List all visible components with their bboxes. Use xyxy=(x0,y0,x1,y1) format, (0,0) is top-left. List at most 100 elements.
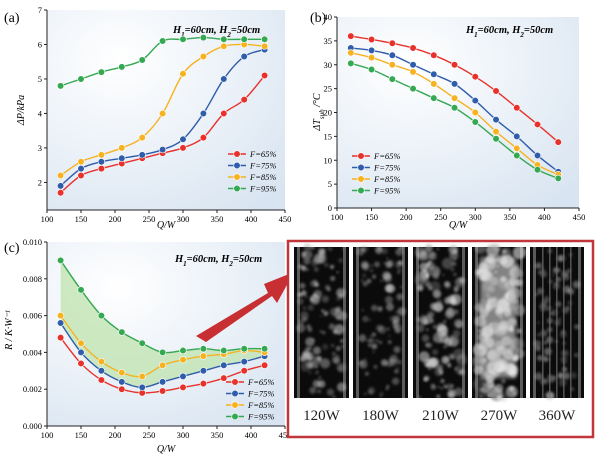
bubble xyxy=(397,267,402,272)
bubble xyxy=(454,258,456,261)
panel-c-ylabel: R / K·W⁻¹ xyxy=(4,310,15,351)
data-point-red xyxy=(179,383,187,391)
bubble xyxy=(442,273,445,277)
wall-stripe xyxy=(549,247,551,398)
data-point-green xyxy=(261,35,269,43)
bubble xyxy=(424,244,433,253)
y-tick-label: 10 xyxy=(324,155,333,165)
bubble xyxy=(302,306,307,310)
data-point-red xyxy=(77,171,85,180)
bubble xyxy=(574,352,579,358)
bubble xyxy=(458,277,465,284)
bubble xyxy=(371,343,378,350)
legend-label: F=65% xyxy=(247,377,275,387)
data-point-red xyxy=(159,387,167,395)
bubble xyxy=(310,258,319,267)
bubble xyxy=(559,378,567,387)
y-tick-label: 0.002 xyxy=(23,384,42,394)
data-point-yellow xyxy=(199,52,207,61)
panel-b-label: (b) xyxy=(310,11,327,26)
bubble xyxy=(540,329,548,337)
bubble xyxy=(370,264,373,268)
photo-label: 120W xyxy=(303,408,341,424)
panel-c-xlabel: Q/W xyxy=(157,444,177,455)
photo-strip: 120W 180W 210W 270W 360W xyxy=(286,239,595,439)
bubble xyxy=(418,351,430,363)
data-point-blue xyxy=(56,182,65,190)
bubble xyxy=(312,379,321,388)
legend-swatch-marker xyxy=(233,161,241,170)
panel-b: (b) H1=60cm, H2=50cm Q/W ΔTsub /°C 100 15… xyxy=(310,11,585,231)
bubble xyxy=(332,395,336,399)
data-point-red xyxy=(471,73,479,81)
bubble xyxy=(396,359,402,365)
data-point-yellow xyxy=(388,61,396,69)
bubble xyxy=(323,310,329,316)
bubble xyxy=(332,355,340,364)
bubble xyxy=(415,271,426,282)
panel-a-ylabel: ΔP/kPa xyxy=(16,95,27,126)
x-tick-label: 400 xyxy=(538,212,551,222)
bubble xyxy=(443,384,448,389)
bubble xyxy=(368,389,374,395)
bubble xyxy=(417,284,424,292)
data-point-blue xyxy=(118,378,126,386)
data-point-yellow xyxy=(261,42,269,50)
data-point-blue xyxy=(240,358,248,366)
bubble xyxy=(332,329,338,334)
legend-swatch-marker xyxy=(231,412,239,421)
bubble xyxy=(366,339,370,343)
legend-label: F=75% xyxy=(247,389,275,399)
bubble xyxy=(534,372,543,381)
bubble xyxy=(319,330,323,334)
y-tick-label: 0.008 xyxy=(23,274,42,284)
data-point-red xyxy=(388,39,396,47)
flow-photo-210W xyxy=(413,244,468,400)
data-point-green xyxy=(56,256,65,265)
bubble xyxy=(393,321,397,325)
bubble xyxy=(361,309,364,312)
bubble xyxy=(428,251,437,261)
tube-wall-left xyxy=(356,247,359,398)
bubble xyxy=(330,276,336,281)
bubble xyxy=(313,289,323,299)
data-point-green xyxy=(471,118,479,126)
bubble xyxy=(303,243,311,251)
y-tick-label: 0.000 xyxy=(23,421,42,431)
data-point-yellow xyxy=(138,372,146,380)
bubble xyxy=(499,393,508,402)
data-point-blue xyxy=(367,46,376,55)
bubble xyxy=(430,302,438,311)
data-point-green xyxy=(56,82,65,90)
bubble xyxy=(388,334,391,338)
panel-a: (a) H1=60cm, H2=50cm Q/W ΔP/kPa 100 150 20… xyxy=(4,5,291,231)
data-point-yellow xyxy=(367,53,376,62)
bubble xyxy=(360,279,364,282)
bubble xyxy=(364,392,367,396)
bubble xyxy=(443,320,447,324)
bubble xyxy=(434,366,444,377)
bubble xyxy=(325,285,330,290)
data-point-yellow xyxy=(409,68,417,76)
photo-label: 270W xyxy=(481,408,519,424)
data-point-green xyxy=(138,56,146,64)
y-tick-label: 0.004 xyxy=(23,347,43,357)
data-point-green xyxy=(347,59,355,67)
bubble xyxy=(312,356,322,365)
data-point-yellow xyxy=(97,151,105,159)
x-tick-label: 150 xyxy=(365,212,378,222)
legend-label: F=95% xyxy=(249,184,277,194)
data-point-red xyxy=(77,359,85,368)
bubble xyxy=(374,261,380,268)
panel-b-ylabel: ΔTsub /°C xyxy=(312,93,326,131)
data-point-blue xyxy=(450,80,459,88)
bubble xyxy=(322,343,329,350)
x-tick-label: 200 xyxy=(400,212,413,222)
bubble xyxy=(299,282,306,289)
bubble xyxy=(386,259,394,267)
data-point-green xyxy=(179,35,187,43)
bubble xyxy=(329,307,338,316)
bubble xyxy=(306,324,311,330)
bubble xyxy=(421,314,425,319)
x-tick-label: 300 xyxy=(469,212,482,222)
